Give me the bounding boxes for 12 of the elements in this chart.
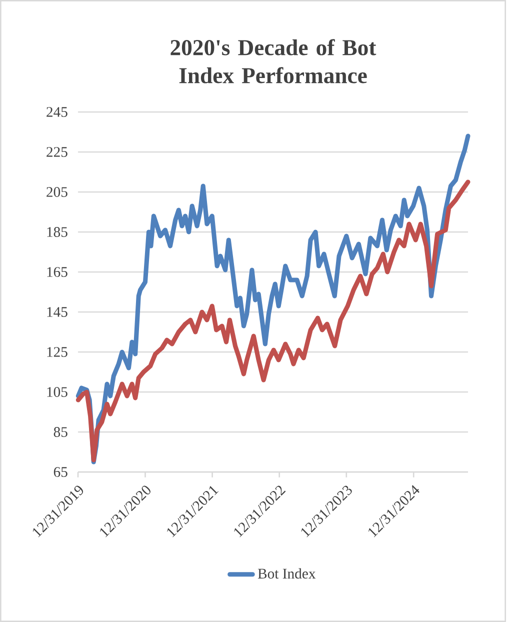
y-tick-label: 125 bbox=[47, 347, 68, 357]
y-tick-label: 85 bbox=[54, 427, 68, 437]
y-tick-label: 245 bbox=[46, 107, 68, 117]
y-tick-label: 105 bbox=[47, 387, 68, 397]
y-tick-label: 145 bbox=[47, 307, 68, 317]
y-tick-label: 165 bbox=[47, 267, 68, 277]
y-tick-label: 185 bbox=[47, 227, 68, 237]
chart-title: 2020's Decade of Bot Index Performance bbox=[170, 39, 376, 84]
y-tick-label: 225 bbox=[46, 147, 68, 157]
y-tick-label: 205 bbox=[46, 187, 68, 197]
legend-label: Bot Index bbox=[258, 568, 316, 579]
y-tick-label: 65 bbox=[54, 467, 68, 477]
